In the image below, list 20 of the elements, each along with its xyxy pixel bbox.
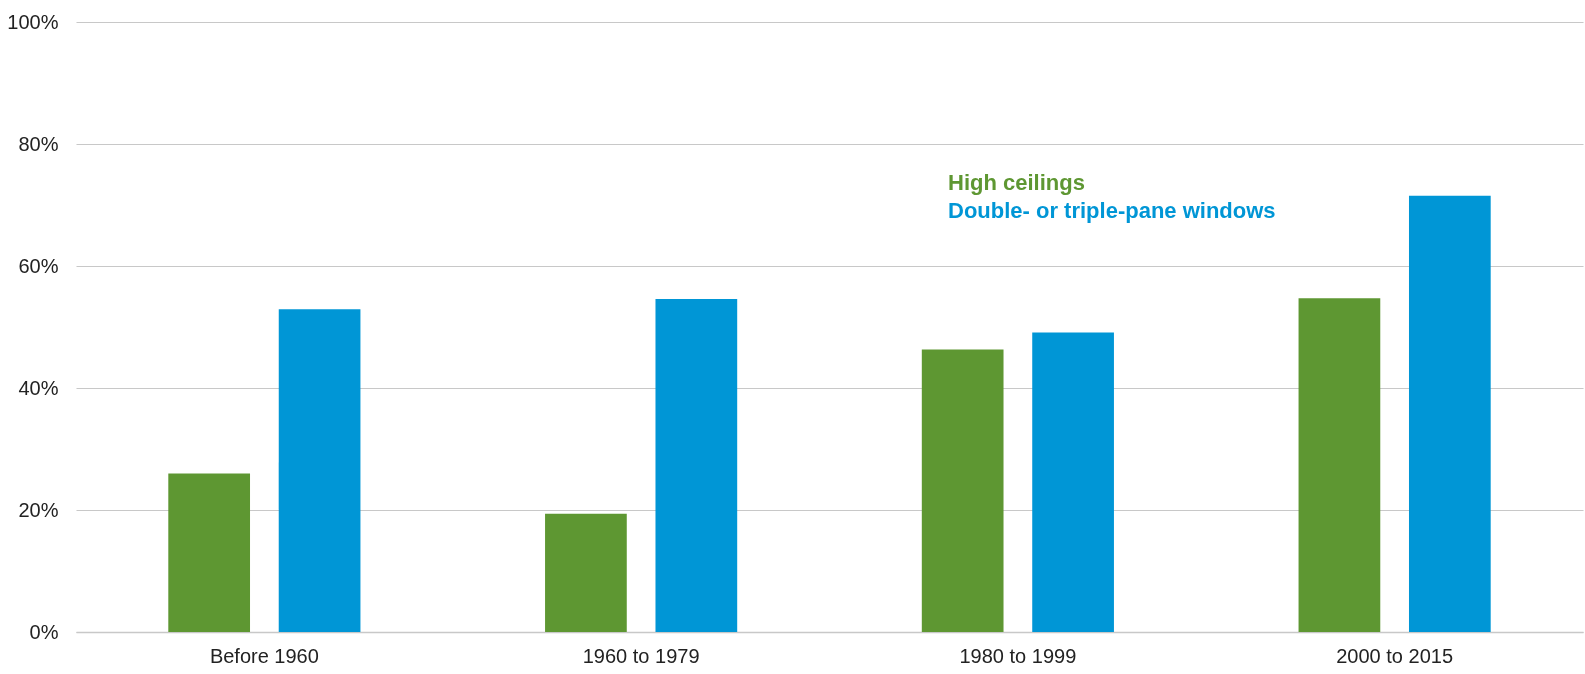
bar (1298, 298, 1381, 632)
y-tick-label: 0% (29, 620, 59, 643)
bar (545, 513, 627, 632)
bar (278, 309, 361, 632)
x-tick-label: 1960 to 1979 (582, 644, 700, 667)
bar (1032, 332, 1114, 632)
y-tick-label: 100% (7, 10, 59, 33)
y-tick-label: 40% (18, 376, 59, 399)
bar (168, 473, 251, 632)
text: Double- or triple-pane windows (948, 198, 1276, 223)
y-tick-label: 80% (18, 132, 59, 155)
bar (921, 349, 1004, 632)
y-tick-label: 20% (18, 498, 59, 521)
y-tick-label: 60% (18, 254, 59, 277)
bar (655, 298, 738, 632)
x-tick-label: 2000 to 2015 (1336, 644, 1454, 667)
bar (1408, 195, 1491, 632)
text: High ceilings (948, 170, 1085, 195)
x-tick-label: Before 1960 (209, 644, 319, 667)
x-tick-label: 1980 to 1999 (959, 644, 1077, 667)
